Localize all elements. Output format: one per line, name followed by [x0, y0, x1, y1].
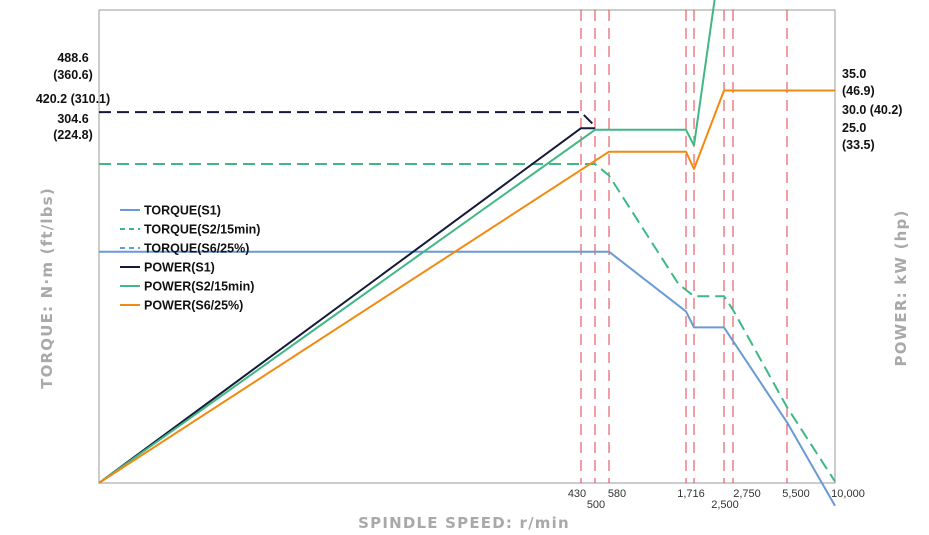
legend-label: POWER(S1)	[144, 261, 215, 275]
legend-label: TORQUE(S1)	[144, 204, 221, 218]
power-s1-line	[98, 127, 595, 484]
left-value-label: (360.6)	[53, 68, 93, 82]
x-tick-label: 430	[568, 488, 586, 500]
legend: TORQUE(S1) TORQUE(S2/15min) TORQUE(S6/25%)…	[120, 204, 260, 313]
x-tick-label: 5,500	[782, 488, 810, 500]
legend-label: TORQUE(S6/25%)	[144, 242, 249, 256]
right-value-label: 30.0 (40.2)	[842, 103, 902, 117]
x-tick-label: 2,750	[733, 488, 761, 500]
x-tick-label: 1,716	[677, 488, 705, 500]
x-axis-title: SPINDLE SPEED: r/min	[358, 514, 570, 532]
legend-label: POWER(S2/15min)	[144, 280, 254, 294]
plot-frame	[98, 9, 836, 484]
left-value-label: 420.2 (310.1)	[36, 92, 110, 106]
right-axis-title: POWER: kW (hp)	[892, 210, 910, 367]
left-value-label: 304.6	[57, 112, 88, 126]
left-value-labels: 488.6 (360.6) 420.2 (310.1) 304.6 (224.8)	[36, 51, 110, 142]
power-s2-15min-line	[98, 0, 716, 484]
right-value-labels: 35.0 (46.9) 30.0 (40.2) 25.0 (33.5)	[842, 67, 902, 152]
right-value-label: (46.9)	[842, 84, 875, 98]
right-value-label: (33.5)	[842, 138, 875, 152]
series-lines	[98, 0, 836, 507]
left-axis-title: TORQUE: N·m (ft/lbs)	[38, 187, 56, 389]
right-value-label: 35.0	[842, 67, 866, 81]
torque-s6-line	[99, 111, 596, 127]
left-value-label: 488.6	[57, 51, 88, 65]
vertical-markers	[580, 10, 788, 483]
left-value-label: (224.8)	[53, 128, 93, 142]
x-tick-label: 580	[608, 488, 626, 500]
torque-s2-15min-line	[99, 163, 836, 483]
torque-s1-line	[99, 250, 836, 507]
x-tick-label: 10,000	[831, 488, 865, 500]
legend-label: POWER(S6/25%)	[144, 299, 243, 313]
x-tick-label: 500	[587, 499, 605, 511]
power-s6-25-line	[98, 89, 835, 484]
x-tick-label: 2,500	[711, 499, 739, 511]
legend-label: TORQUE(S2/15min)	[144, 223, 260, 237]
right-value-label: 25.0	[842, 121, 866, 135]
